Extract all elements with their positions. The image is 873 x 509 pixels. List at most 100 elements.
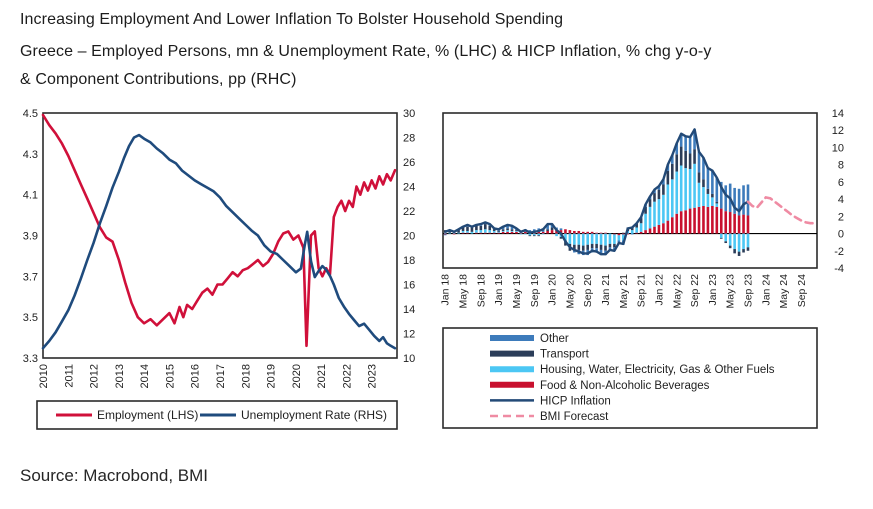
- right-chart-canvas: 14 12 10 8 6 4 2 0 -2 -4 Jan 18 May 18 Sep 18 Jan 19 M…: [440, 108, 844, 429]
- transport-bar: [746, 247, 750, 251]
- svg-text:Sep 23: Sep 23: [742, 274, 754, 307]
- other-bar: [737, 188, 741, 216]
- svg-text:12: 12: [832, 125, 844, 137]
- food-bar: [506, 231, 509, 234]
- housing-bar: [475, 230, 478, 233]
- housing-bar: [653, 201, 656, 227]
- other-bar: [573, 250, 576, 253]
- food-bar: [746, 215, 750, 234]
- food-legend-label: Food & Non-Alcoholic Beverages: [540, 380, 710, 392]
- svg-text:May 21: May 21: [618, 274, 630, 309]
- transport-bar: [644, 206, 647, 214]
- housing-bar: [715, 203, 719, 207]
- right-plot-frame: [442, 112, 818, 269]
- transport-bar: [675, 154, 679, 172]
- housing-bar: [644, 213, 647, 231]
- svg-text:2018: 2018: [240, 364, 252, 388]
- svg-text:2019: 2019: [266, 364, 278, 388]
- transport-bar: [639, 218, 643, 224]
- other-bar: [724, 185, 728, 212]
- svg-text:3.9: 3.9: [23, 231, 38, 243]
- transport-bar: [719, 237, 723, 239]
- other-bar: [706, 168, 710, 189]
- food-bar: [497, 232, 500, 234]
- food-bar: [688, 208, 692, 234]
- transport-bar: [711, 193, 714, 198]
- left-chart-right-axis: 30 28 26 24 22 20 18 16 14 12 10: [403, 108, 415, 365]
- left-chart-x-axis: 2010 2011 2012 2013 2014 2015 2016 2017 2018 2019…: [38, 364, 379, 388]
- food-bar: [550, 230, 554, 234]
- svg-text:24: 24: [403, 182, 415, 194]
- unemployment-legend-label: Unemployment Rate (RHS): [241, 408, 387, 422]
- other-bar: [595, 248, 598, 253]
- housing-bar: [577, 233, 581, 245]
- svg-text:Jan 18: Jan 18: [440, 274, 452, 306]
- svg-text:16: 16: [403, 280, 415, 292]
- transport-bar: [448, 230, 451, 233]
- housing-bar: [613, 234, 616, 244]
- transport-bar: [648, 199, 652, 207]
- food-bar: [475, 232, 478, 234]
- housing-bar: [630, 230, 634, 234]
- food-bar: [484, 232, 487, 234]
- food-bar: [693, 207, 696, 234]
- transport-bar: [573, 244, 576, 251]
- housing-bar: [662, 194, 665, 224]
- svg-text:Jan 19: Jan 19: [493, 274, 505, 306]
- food-bar: [613, 233, 616, 235]
- food-bar: [706, 206, 710, 234]
- food-bar: [724, 211, 728, 234]
- contribution-bars: [443, 129, 750, 256]
- food-bar: [573, 230, 576, 234]
- transport-bar: [484, 224, 487, 230]
- food-bar: [697, 206, 701, 234]
- food-bar: [564, 229, 567, 234]
- housing-bar: [470, 231, 474, 234]
- left-chart-canvas: 4.54.34.13.93.73.53.33028262422201816141…: [23, 108, 415, 430]
- svg-text:2017: 2017: [215, 364, 227, 388]
- svg-text:2: 2: [838, 211, 844, 223]
- transport-bar: [599, 244, 603, 250]
- other-bar: [657, 186, 661, 190]
- food-bar: [546, 230, 549, 234]
- svg-text:Sep 24: Sep 24: [796, 274, 808, 307]
- housing-bar: [684, 168, 687, 211]
- housing-bar: [457, 232, 460, 234]
- housing-bar: [599, 233, 603, 245]
- food-bar: [599, 232, 603, 234]
- food-bar: [742, 214, 745, 234]
- unemployment-line: [41, 133, 397, 350]
- transport-bar: [581, 245, 585, 251]
- housing-bar: [568, 233, 572, 244]
- svg-text:30: 30: [403, 108, 415, 120]
- left-plot-frame: [42, 112, 398, 359]
- svg-text:2016: 2016: [190, 364, 202, 388]
- svg-text:14: 14: [832, 108, 844, 120]
- svg-text:2010: 2010: [38, 364, 50, 388]
- other-bar: [599, 249, 603, 256]
- housing-bar: [564, 233, 567, 241]
- figure-title: Increasing Employment And Lower Inflatio…: [20, 11, 564, 28]
- housing-bar: [719, 233, 723, 238]
- figure-subtitle-line2: & Component Contributions, pp (RHC): [20, 71, 297, 88]
- housing-bar: [697, 182, 701, 207]
- svg-text:4.1: 4.1: [23, 190, 38, 202]
- bmi-forecast-line: [746, 195, 817, 225]
- housing-bar: [448, 232, 451, 234]
- other-bar: [711, 170, 714, 194]
- svg-text:4.5: 4.5: [23, 108, 38, 120]
- transport-bar: [510, 229, 514, 231]
- food-bar: [675, 213, 679, 234]
- svg-text:Sep 21: Sep 21: [636, 274, 648, 307]
- housing-bar: [590, 233, 594, 244]
- housing-bar: [622, 234, 625, 241]
- svg-text:2020: 2020: [291, 364, 303, 388]
- transport-bar: [653, 193, 656, 202]
- housing-bar: [724, 233, 728, 242]
- food-bar: [492, 232, 496, 234]
- food-bar: [653, 226, 656, 234]
- svg-text:20: 20: [403, 231, 415, 243]
- transport-bar: [613, 243, 616, 248]
- svg-text:Jan 23: Jan 23: [707, 274, 719, 306]
- transport-bar: [537, 235, 541, 237]
